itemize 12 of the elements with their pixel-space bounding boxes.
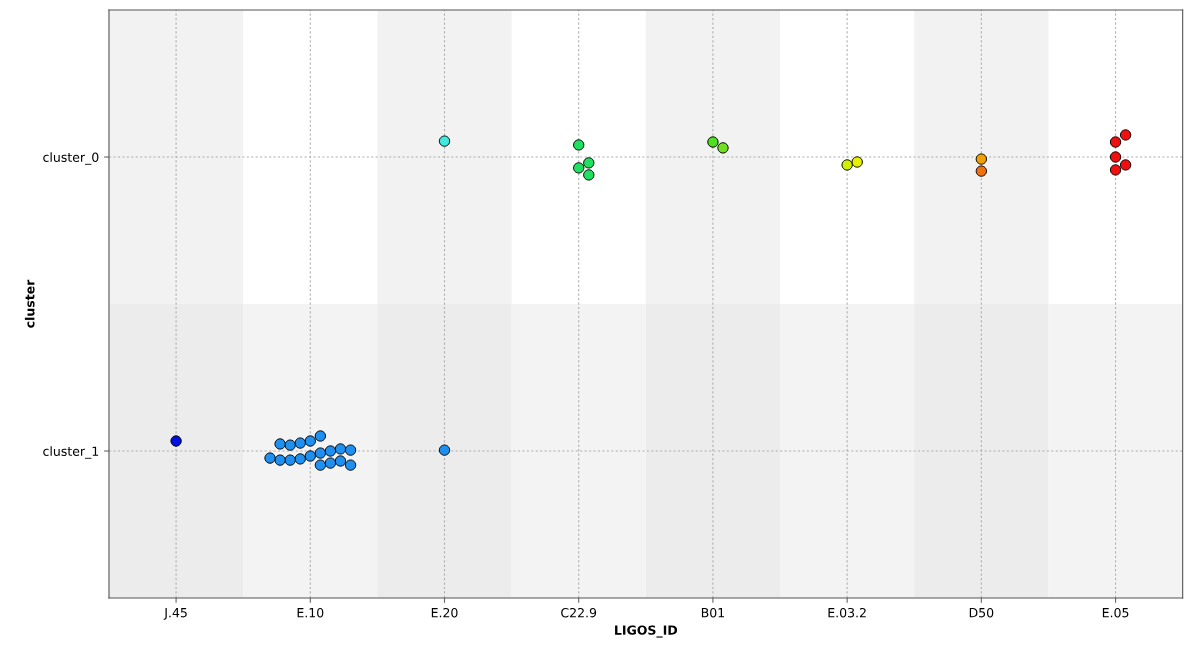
x-tick-label: B01 bbox=[701, 607, 725, 618]
x-tick-label: E.10 bbox=[297, 607, 324, 618]
x-tick-label: D50 bbox=[969, 607, 994, 618]
x-tick-label: C22.9 bbox=[561, 607, 597, 618]
x-axis-title: LIGOS_ID bbox=[615, 625, 678, 638]
y-axis-title: cluster bbox=[24, 279, 35, 328]
x-tick-label: J.45 bbox=[163, 608, 187, 620]
x-tick-label: E.20 bbox=[431, 607, 458, 618]
x-tick-label: E.05 bbox=[1102, 607, 1129, 618]
x-tick-label: E.03.2 bbox=[828, 607, 866, 618]
y-tick-label: cluster_0 bbox=[43, 152, 99, 165]
y-tick-label: cluster_1 bbox=[43, 446, 99, 459]
